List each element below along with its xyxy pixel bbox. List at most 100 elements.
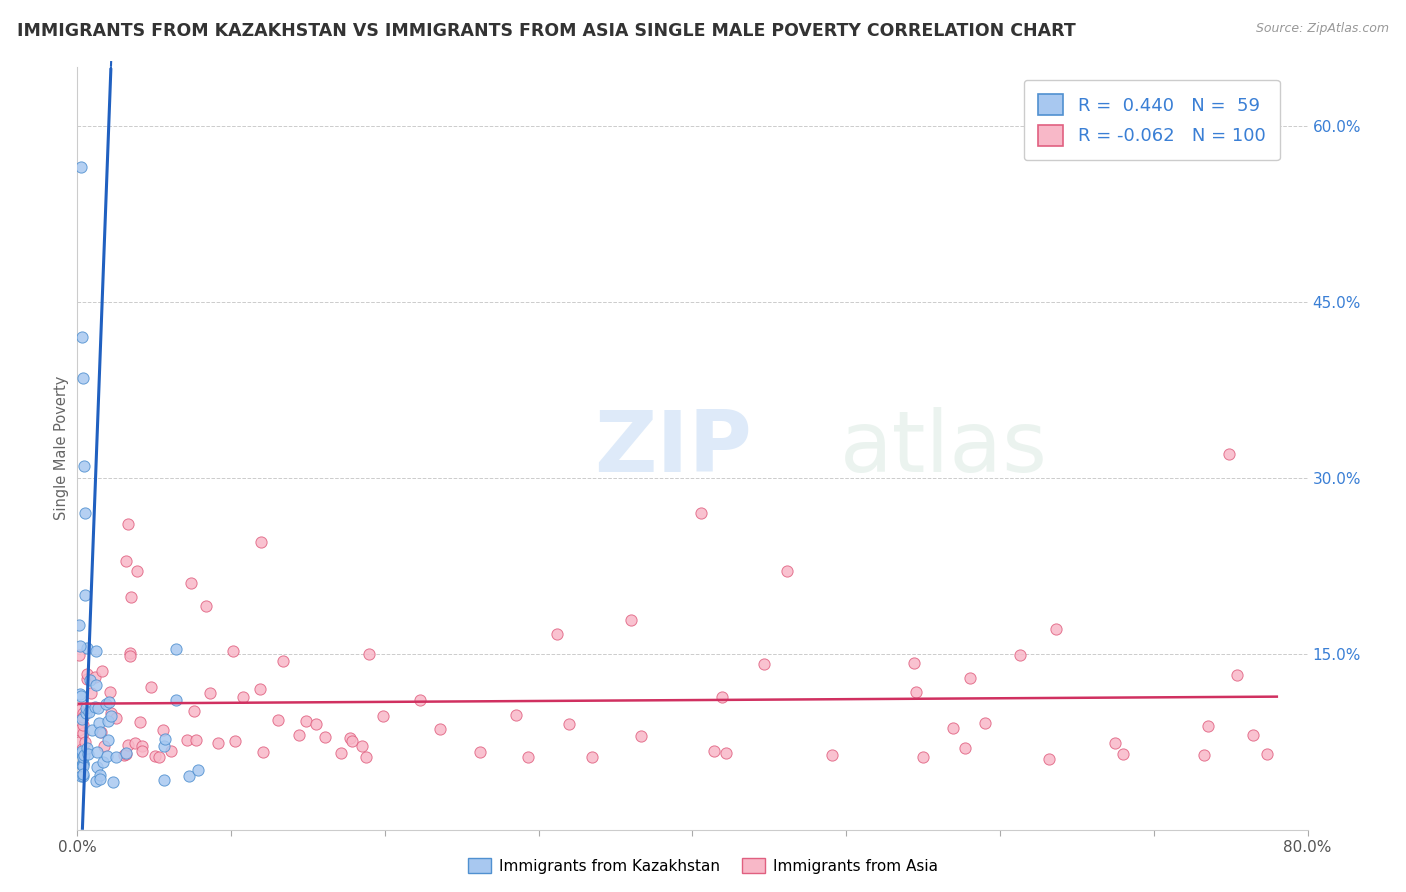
Point	[84, 644, 107, 658]
Point	[73, 506, 96, 520]
Point	[118, 648, 141, 663]
Point	[87, 701, 110, 715]
Text: atlas: atlas	[841, 407, 1047, 490]
Point	[139, 680, 162, 694]
Point	[222, 644, 245, 658]
Point	[67, 703, 90, 717]
Point	[288, 728, 311, 742]
Point	[129, 715, 152, 730]
Point	[903, 656, 925, 670]
Point	[89, 768, 111, 782]
Point	[115, 747, 138, 761]
Point	[409, 693, 432, 707]
Point	[350, 739, 373, 753]
Point	[620, 613, 643, 627]
Point	[100, 708, 122, 723]
Point	[100, 706, 122, 720]
Point	[305, 716, 328, 731]
Point	[1197, 719, 1219, 733]
Point	[153, 731, 176, 746]
Point	[187, 764, 209, 778]
Point	[942, 721, 965, 735]
Text: IMMIGRANTS FROM KAZAKHSTAN VS IMMIGRANTS FROM ASIA SINGLE MALE POVERTY CORRELATI: IMMIGRANTS FROM KAZAKHSTAN VS IMMIGRANTS…	[17, 22, 1076, 40]
Point	[86, 745, 108, 759]
Point	[183, 704, 205, 718]
Point	[118, 646, 141, 660]
Point	[703, 744, 725, 758]
Point	[70, 712, 93, 726]
Text: ZIP: ZIP	[595, 407, 752, 490]
Point	[77, 747, 100, 761]
Point	[67, 735, 90, 749]
Point	[76, 640, 98, 655]
Point	[105, 711, 128, 725]
Point	[72, 769, 94, 783]
Point	[69, 746, 91, 760]
Point	[72, 757, 94, 772]
Point	[152, 723, 174, 738]
Point	[1194, 747, 1216, 762]
Point	[714, 746, 737, 760]
Point	[96, 749, 118, 764]
Point	[90, 724, 112, 739]
Point	[73, 458, 96, 473]
Point	[1256, 747, 1278, 762]
Point	[90, 664, 112, 678]
Point	[690, 506, 713, 520]
Point	[73, 747, 96, 762]
Point	[72, 759, 94, 773]
Point	[104, 750, 127, 764]
Point	[294, 714, 316, 728]
Point	[120, 590, 142, 604]
Point	[143, 749, 166, 764]
Point	[83, 700, 105, 714]
Point	[115, 747, 138, 761]
Point	[558, 717, 581, 731]
Point	[249, 535, 271, 549]
Point	[115, 554, 138, 568]
Point	[94, 697, 117, 711]
Point	[75, 706, 97, 720]
Point	[160, 744, 183, 758]
Point	[72, 709, 94, 723]
Point	[93, 739, 115, 753]
Point	[84, 670, 107, 684]
Point	[73, 745, 96, 759]
Point	[67, 723, 90, 737]
Point	[340, 733, 363, 747]
Point	[97, 732, 120, 747]
Point	[70, 758, 93, 772]
Point	[329, 747, 352, 761]
Point	[339, 731, 361, 745]
Point	[76, 741, 98, 756]
Point	[176, 732, 198, 747]
Point	[69, 687, 91, 701]
Point	[70, 689, 93, 703]
Point	[72, 756, 94, 770]
Point	[232, 690, 254, 705]
Point	[953, 740, 976, 755]
Point	[177, 769, 200, 783]
Point	[72, 744, 94, 758]
Point	[117, 517, 139, 532]
Point	[1008, 648, 1031, 662]
Point	[165, 693, 187, 707]
Point	[84, 678, 107, 692]
Point	[153, 739, 176, 753]
Point	[91, 755, 114, 769]
Point	[905, 684, 928, 698]
Y-axis label: Single Male Poverty: Single Male Poverty	[53, 376, 69, 520]
Point	[752, 657, 775, 671]
Point	[1045, 622, 1067, 636]
Point	[67, 648, 90, 662]
Point	[127, 565, 149, 579]
Text: Source: ZipAtlas.com: Source: ZipAtlas.com	[1256, 22, 1389, 36]
Point	[516, 750, 538, 764]
Point	[77, 705, 100, 719]
Point	[184, 733, 207, 747]
Point	[86, 760, 108, 774]
Point	[180, 576, 202, 591]
Point	[70, 330, 93, 344]
Point	[76, 673, 98, 687]
Point	[100, 685, 122, 699]
